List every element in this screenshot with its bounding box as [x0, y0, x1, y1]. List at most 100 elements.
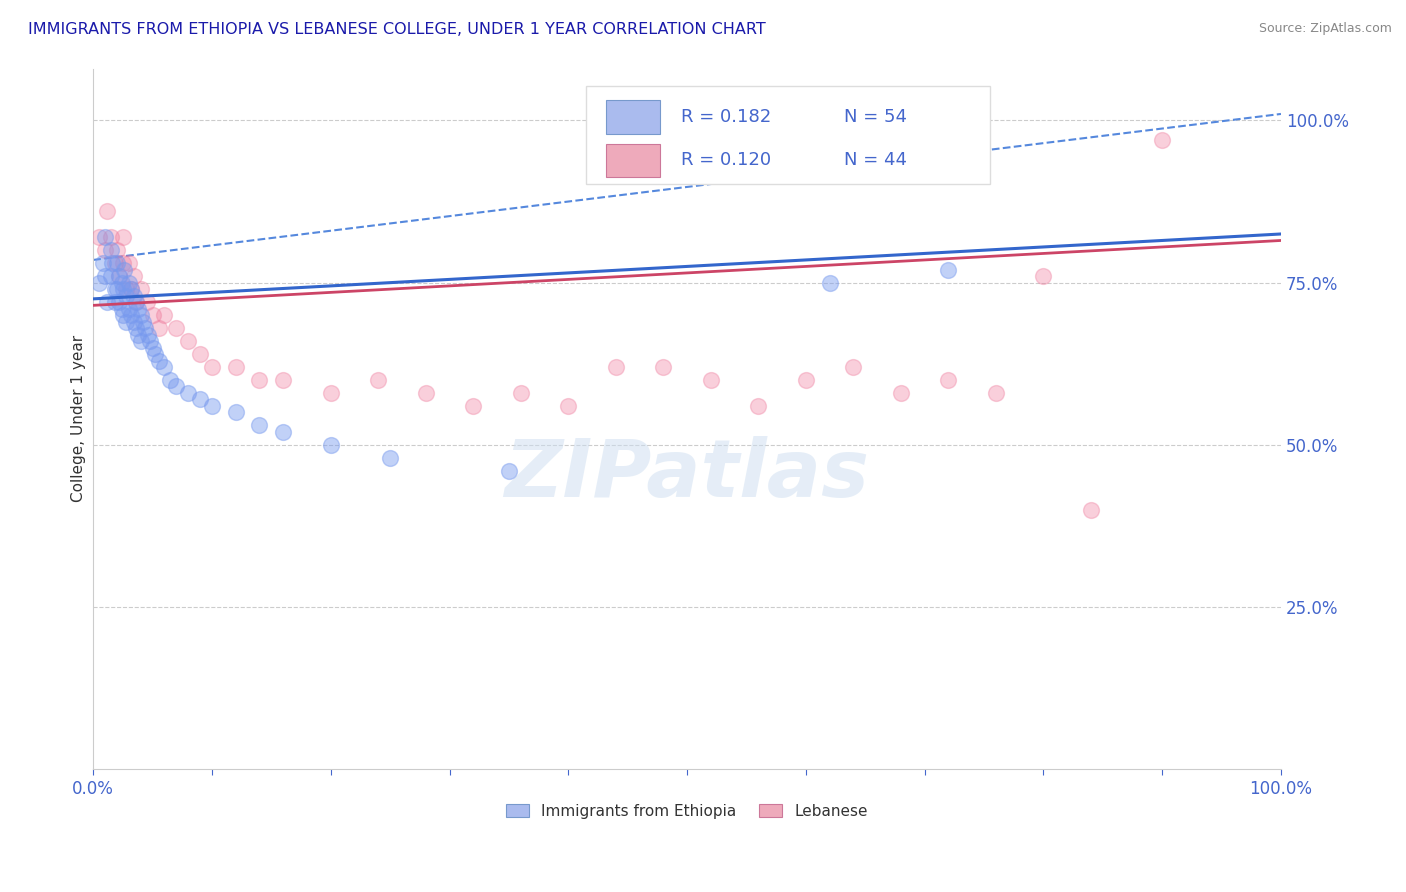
Point [100, 230, 122, 244]
Point [105, 256, 128, 270]
Point [105, 282, 128, 296]
Point [818, 276, 841, 290]
Point [136, 327, 159, 342]
Point [557, 399, 579, 413]
Point [105, 243, 128, 257]
Point [938, 262, 960, 277]
Point [319, 438, 342, 452]
Point [148, 353, 170, 368]
Point [153, 308, 176, 322]
Point [129, 282, 152, 296]
Point [378, 450, 401, 465]
Point [165, 379, 187, 393]
Text: Source: ZipAtlas.com: Source: ZipAtlas.com [1258, 22, 1392, 36]
Point [367, 373, 389, 387]
Y-axis label: College, Under 1 year: College, Under 1 year [72, 335, 86, 502]
Point [127, 327, 149, 342]
Text: R = 0.120: R = 0.120 [681, 152, 772, 169]
Point [108, 295, 131, 310]
Point [129, 308, 152, 322]
Point [108, 269, 131, 284]
Point [111, 230, 134, 244]
Point [132, 315, 155, 329]
Point [100, 243, 122, 257]
Point [271, 373, 294, 387]
Point [89, 230, 111, 244]
Point [125, 321, 148, 335]
Point [225, 359, 247, 374]
Point [118, 276, 141, 290]
Point [91, 256, 114, 270]
Point [100, 269, 122, 284]
Point [605, 359, 627, 374]
Point [111, 308, 134, 322]
Point [794, 373, 817, 387]
Point [122, 269, 145, 284]
Text: N = 54: N = 54 [844, 108, 907, 126]
Point [135, 295, 157, 310]
Point [115, 315, 138, 329]
Point [120, 282, 142, 296]
Point [101, 256, 124, 270]
Text: R = 0.182: R = 0.182 [681, 108, 772, 126]
Point [700, 373, 723, 387]
Point [165, 321, 187, 335]
Point [94, 230, 117, 244]
Legend: Immigrants from Ethiopia, Lebanese: Immigrants from Ethiopia, Lebanese [501, 797, 875, 825]
Point [103, 282, 125, 296]
Text: IMMIGRANTS FROM ETHIOPIA VS LEBANESE COLLEGE, UNDER 1 YEAR CORRELATION CHART: IMMIGRANTS FROM ETHIOPIA VS LEBANESE COL… [28, 22, 766, 37]
Point [1032, 269, 1054, 284]
Point [120, 308, 142, 322]
Point [94, 243, 117, 257]
Point [120, 282, 142, 296]
Point [111, 256, 134, 270]
Point [89, 276, 111, 290]
Point [112, 262, 135, 277]
Point [94, 269, 117, 284]
Point [103, 295, 125, 310]
Point [271, 425, 294, 439]
Point [129, 334, 152, 348]
Point [842, 359, 865, 374]
Point [142, 341, 165, 355]
Point [127, 301, 149, 316]
Point [225, 405, 247, 419]
Point [201, 359, 224, 374]
Point [115, 282, 138, 296]
Text: N = 44: N = 44 [844, 152, 907, 169]
Point [96, 204, 118, 219]
Point [509, 386, 531, 401]
Point [125, 295, 148, 310]
Point [96, 295, 118, 310]
Point [463, 399, 485, 413]
Point [122, 315, 145, 329]
Point [498, 464, 520, 478]
Point [143, 347, 166, 361]
Point [188, 347, 211, 361]
Point [153, 359, 176, 374]
Point [1152, 133, 1174, 147]
Point [148, 321, 170, 335]
FancyBboxPatch shape [606, 144, 659, 178]
Point [108, 269, 131, 284]
Point [201, 399, 224, 413]
Point [111, 276, 134, 290]
Point [177, 334, 200, 348]
Point [249, 373, 271, 387]
Point [115, 288, 138, 302]
Point [1080, 502, 1102, 516]
Point [177, 386, 200, 401]
Point [125, 295, 148, 310]
Point [134, 321, 156, 335]
Point [984, 386, 1007, 401]
Point [938, 373, 960, 387]
Point [747, 399, 769, 413]
Text: ZIPatlas: ZIPatlas [505, 436, 869, 514]
Point [118, 256, 141, 270]
FancyBboxPatch shape [606, 100, 659, 134]
Point [159, 373, 181, 387]
Point [188, 392, 211, 407]
Point [122, 288, 145, 302]
Point [652, 359, 675, 374]
Point [103, 256, 125, 270]
